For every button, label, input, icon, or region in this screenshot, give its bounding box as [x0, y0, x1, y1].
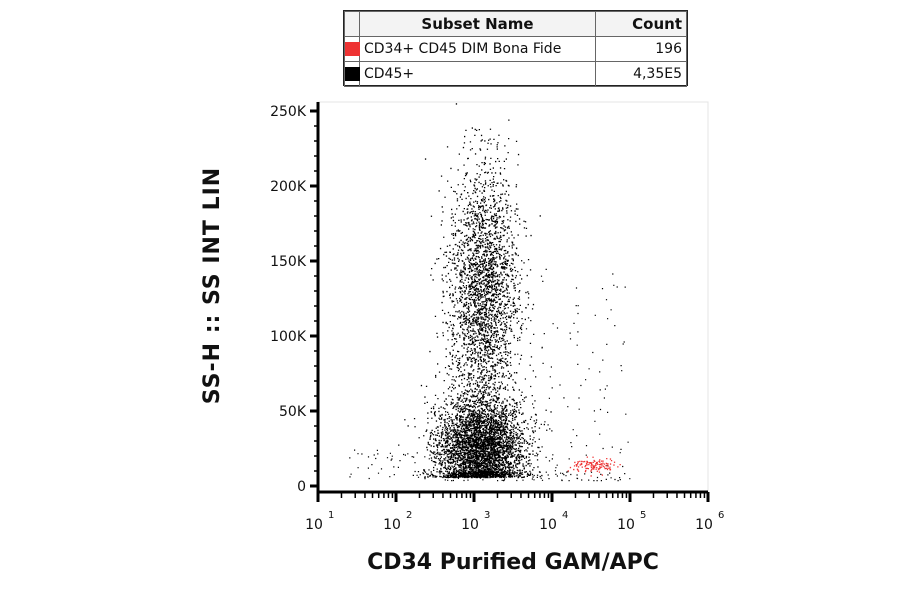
legend-row: CD45+ 4,35E5 [344, 61, 687, 87]
legend-subset-count: 4,35E5 [595, 61, 687, 87]
x-tick-label: 10 [695, 517, 713, 533]
x-tick-exponent: 4 [562, 510, 568, 521]
point-cloud [567, 456, 621, 477]
x-tick-exponent: 3 [484, 510, 490, 521]
x-tick-exponent: 6 [718, 510, 724, 521]
y-tick-label: 150K [270, 254, 307, 270]
plot-area [317, 101, 709, 493]
legend-row: CD34+ CD45 DIM Bona Fide 196 [344, 36, 687, 62]
y-tick-label: 50K [279, 404, 307, 420]
x-tick-label: 10 [617, 517, 635, 533]
x-tick-exponent: 5 [640, 510, 646, 521]
subset-legend-table: Subset Name Count CD34+ CD45 DIM Bona Fi… [343, 10, 688, 87]
point-cloud [424, 103, 541, 478]
legend-color-swatch [345, 42, 360, 56]
x-tick-label: 10 [383, 517, 401, 533]
legend-subset-count: 196 [595, 36, 687, 62]
x-tick-exponent: 2 [406, 510, 412, 521]
x-tick-label: 10 [539, 517, 557, 533]
y-tick-label: 0 [297, 479, 306, 495]
series-cd34-bona-fide [567, 456, 621, 477]
y-axis-label: SS-H :: SS INT LIN [200, 166, 226, 404]
x-tick-label: 10 [305, 517, 323, 533]
x-tick-exponent: 1 [328, 510, 334, 521]
legend-header-row: Subset Name Count [344, 11, 687, 37]
axes: 0 50K 100K 150K 200K 250K 10 1 10 2 10 3 10 4 10 5 10 6 [270, 102, 724, 533]
y-tick-label: 250K [270, 104, 307, 120]
legend-subset-name: CD45+ [359, 61, 596, 87]
y-tick-label: 200K [270, 179, 307, 195]
x-tick-label: 10 [461, 517, 479, 533]
series-cd45-plus [349, 103, 631, 482]
point-cloud [398, 357, 565, 479]
legend-color-swatch [345, 67, 360, 81]
y-tick-label: 100K [270, 329, 307, 345]
legend-header-swatch-cell [344, 11, 360, 37]
data-points [349, 103, 631, 482]
x-axis-label: CD34 Purified GAM/APC [367, 550, 659, 575]
